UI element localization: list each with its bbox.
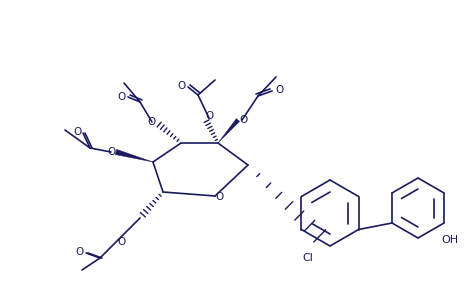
Text: O: O: [73, 127, 81, 137]
Text: O: O: [107, 147, 115, 157]
Text: O: O: [178, 81, 186, 91]
Text: O: O: [215, 192, 223, 202]
Text: O: O: [76, 247, 84, 257]
Text: OH: OH: [441, 235, 459, 245]
Text: O: O: [147, 117, 155, 127]
Text: O: O: [275, 85, 283, 95]
Text: O: O: [206, 111, 214, 121]
Text: O: O: [239, 115, 247, 125]
Text: Cl: Cl: [302, 253, 313, 263]
Polygon shape: [115, 149, 153, 162]
Text: O: O: [117, 92, 125, 102]
Polygon shape: [218, 119, 240, 143]
Text: O: O: [118, 237, 126, 247]
